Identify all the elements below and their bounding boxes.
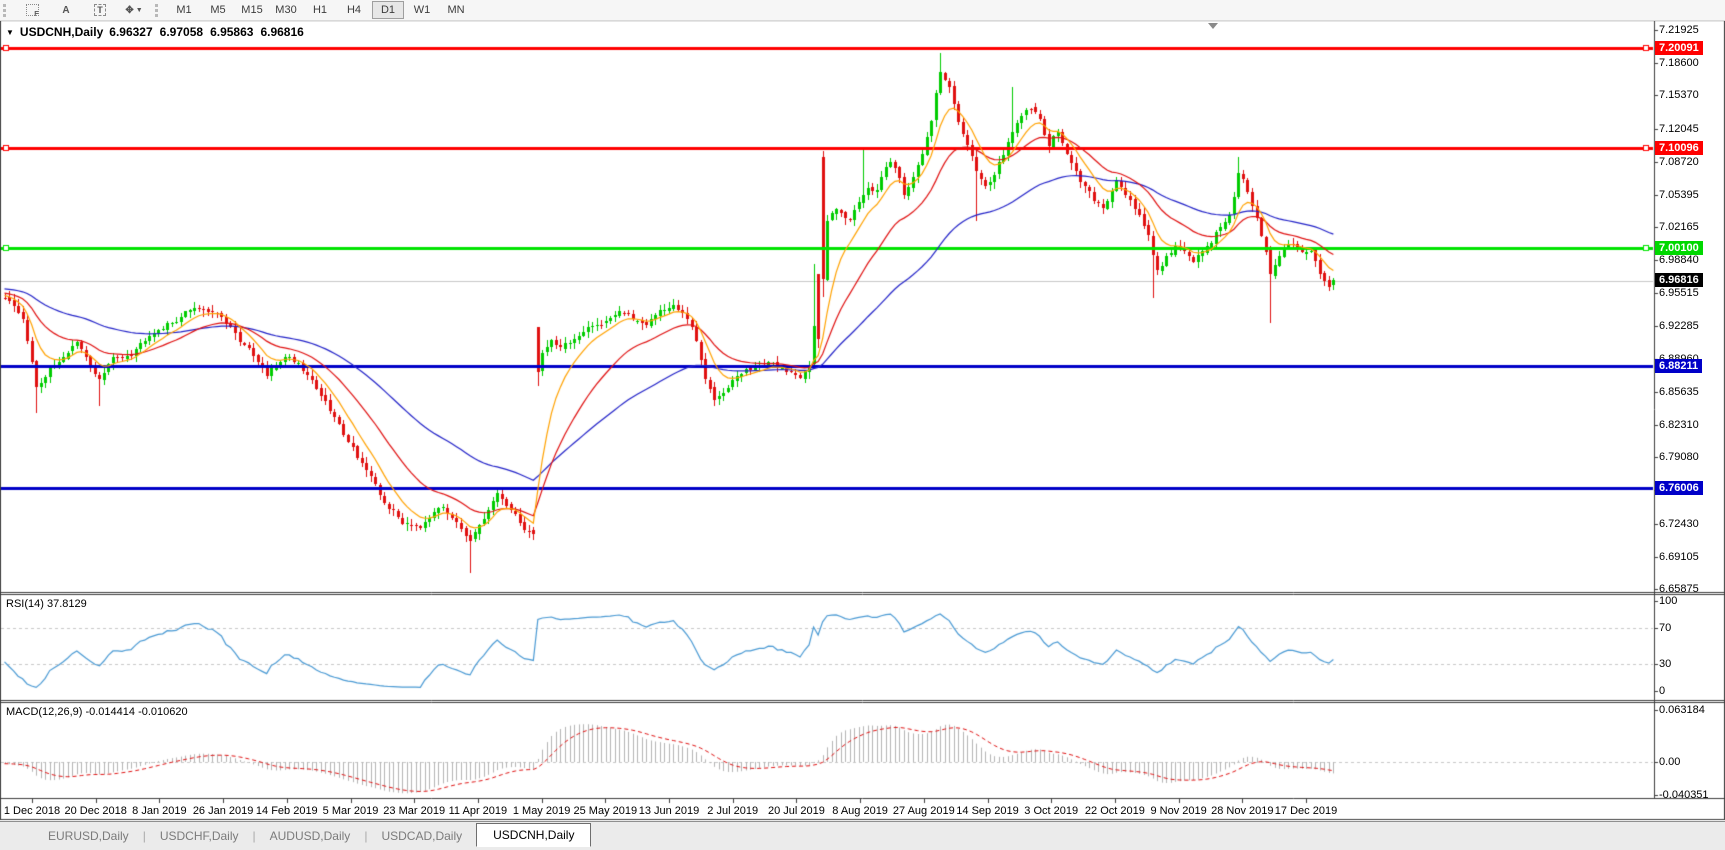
text-tool-glyph: T — [94, 4, 106, 16]
price-axis-tick: 6.98840 — [1659, 254, 1699, 267]
date-axis-label: 25 May 2019 — [573, 805, 638, 817]
date-axis-label: 8 Aug 2019 — [832, 805, 888, 817]
price-axis-tick: 6.92285 — [1659, 319, 1699, 332]
date-axis-label: 9 Nov 2019 — [1150, 805, 1207, 817]
price-axis-tick: 7.02165 — [1659, 221, 1699, 234]
text-tool-icon[interactable]: T — [84, 1, 116, 19]
chart-tab-eurusd[interactable]: EURUSD,Daily — [48, 829, 129, 843]
macd-axis-tick: -0.040351 — [1659, 789, 1709, 802]
date-axis-label: 8 Jan 2019 — [132, 805, 187, 817]
timeframe-button-m1[interactable]: M1 — [176, 4, 192, 16]
rsi-axis-tick: 70 — [1659, 622, 1672, 634]
grid-icon: F — [25, 4, 39, 18]
price-axis-tick: 6.72430 — [1659, 517, 1699, 530]
symbol-label: USDCNH,Daily — [19, 25, 104, 39]
ohlc-values: 6.96327 6.97058 6.95863 6.96816 — [109, 25, 304, 39]
chart-tabs-bar: EURUSD,Daily | USDCHF,Daily | AUDUSD,Daily | U… — [0, 821, 1725, 850]
price-axis-tick: 7.18600 — [1659, 57, 1699, 70]
timeframe-button-group: M1 M5 M15 M30 H1 H4 D1 W1 MN — [168, 1, 472, 19]
date-axis-label: 1 May 2019 — [512, 805, 571, 817]
tab-separator: | — [142, 829, 146, 843]
toolbar-drag-handle[interactable] — [155, 3, 162, 17]
timeframe-button-m15[interactable]: M15 — [241, 4, 263, 16]
dropdown-caret-icon[interactable]: ▼ — [135, 6, 143, 14]
price-line-badge-blue[interactable]: 6.88211 — [1655, 359, 1703, 374]
date-axis-label: 5 Mar 2019 — [322, 805, 379, 817]
date-axis-label: 14 Sep 2019 — [956, 805, 1019, 817]
macd-axis-tick: 0.00 — [1659, 756, 1681, 768]
macd-axis-tick: 0.063184 — [1659, 704, 1705, 716]
symbol-dropdown-icon[interactable]: ▼ — [6, 27, 14, 37]
rsi-axis-tick: 30 — [1659, 658, 1672, 670]
price-axis-tick: 7.12045 — [1659, 122, 1699, 135]
close-value: 6.96816 — [260, 25, 304, 39]
timeframe-button-h4[interactable]: H4 — [346, 4, 362, 16]
price-line-badge-green[interactable]: 7.00100 — [1655, 240, 1703, 255]
indicators-grid-f-icon[interactable]: F — [16, 1, 48, 19]
price-axis-tick: 7.08720 — [1659, 155, 1699, 168]
timeframe-button-d1[interactable]: D1 — [372, 1, 404, 19]
price-axis-tick: 6.85635 — [1659, 385, 1699, 398]
font-a-icon[interactable]: A — [50, 1, 82, 19]
price-axis-tick: 6.82310 — [1659, 419, 1699, 432]
date-axis-label: 1 Dec 2018 — [3, 805, 61, 817]
rsi-axis-tick: 0 — [1659, 685, 1666, 697]
price-axis-tick: 6.79080 — [1659, 451, 1699, 464]
toolbar-drag-handle[interactable] — [3, 3, 10, 17]
chart-tab-usdcad[interactable]: USDCAD,Daily — [381, 829, 463, 843]
timeframe-button-h1[interactable]: H1 — [312, 4, 328, 16]
chart-tab-audusd[interactable]: AUDUSD,Daily — [269, 829, 351, 843]
date-axis-label: 17 Dec 2019 — [1274, 805, 1338, 817]
chart-tab-usdcnh[interactable]: USDCNH,Daily — [476, 823, 592, 847]
price-axis-tick: 6.65875 — [1659, 583, 1699, 595]
chart-shift-marker-icon[interactable] — [1208, 23, 1218, 29]
price-axis-tick: 6.95515 — [1659, 287, 1699, 300]
low-value: 6.95863 — [210, 25, 254, 39]
macd-label: MACD(12,26,9) -0.014414 -0.010620 — [6, 706, 188, 718]
chart-tab-usdchf[interactable]: USDCHF,Daily — [159, 829, 239, 843]
price-axis-tick: 7.21925 — [1659, 24, 1699, 36]
date-axis-label: 26 Jan 2019 — [192, 805, 254, 817]
current-price-badge: 6.96816 — [1655, 273, 1703, 288]
cursor-objects-glyph: ✥ — [125, 4, 134, 16]
timeframe-button-mn[interactable]: MN — [447, 4, 465, 16]
rsi-label: RSI(14) 37.8129 — [6, 598, 87, 610]
date-axis-label: 28 Nov 2019 — [1211, 805, 1274, 817]
open-value: 6.96327 — [109, 25, 153, 39]
price-axis-tick: 7.05395 — [1659, 188, 1699, 201]
cursor-objects-icon[interactable]: ✥ ▼ — [118, 1, 150, 19]
price-line-badge-red[interactable]: 7.20091 — [1655, 41, 1703, 56]
date-axis-label: 14 Feb 2019 — [255, 805, 318, 817]
date-axis-label: 20 Dec 2018 — [64, 805, 127, 817]
high-value: 6.97058 — [159, 25, 204, 39]
font-a-glyph: A — [62, 4, 70, 16]
date-axis-label: 23 Mar 2019 — [383, 805, 446, 817]
price-axis-tick: 7.15370 — [1659, 89, 1699, 102]
chart-title: ▼ USDCNH,Daily 6.96327 6.97058 6.95863 6… — [6, 25, 304, 39]
timeframe-button-m5[interactable]: M5 — [210, 4, 226, 16]
date-axis-label: 2 Jul 2019 — [707, 805, 759, 817]
date-axis-label: 20 Jul 2019 — [767, 805, 825, 817]
date-axis-label: 3 Oct 2019 — [1024, 805, 1079, 817]
price-axis-tick: 6.69105 — [1659, 550, 1699, 563]
date-axis-label: 22 Oct 2019 — [1084, 805, 1145, 817]
date-axis-label: 13 Jun 2019 — [638, 805, 700, 817]
toolbar: F A T ✥ ▼ M1 M5 M15 M30 H1 H4 D1 W1 MN — [0, 0, 1725, 21]
timeframe-button-m30[interactable]: M30 — [275, 4, 297, 16]
timeframe-button-w1[interactable]: W1 — [413, 4, 431, 16]
price-line-badge-blue[interactable]: 6.76006 — [1655, 480, 1703, 495]
tab-separator: | — [252, 829, 256, 843]
tab-separator: | — [364, 829, 368, 843]
date-axis-label: 11 Apr 2019 — [448, 805, 508, 817]
price-line-badge-red[interactable]: 7.10096 — [1655, 140, 1703, 155]
date-axis-label: 27 Aug 2019 — [892, 805, 955, 817]
rsi-axis-tick: 100 — [1659, 595, 1678, 607]
